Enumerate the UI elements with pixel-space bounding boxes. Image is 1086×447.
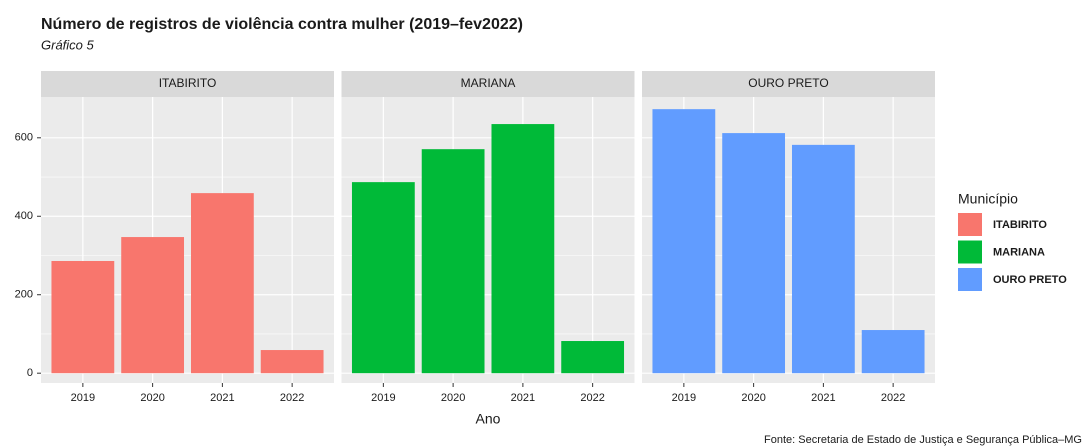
x-tick-label: 2019 (371, 392, 395, 404)
x-tick-label: 2022 (881, 392, 905, 404)
y-tick-label: 200 (15, 289, 33, 301)
y-tick-label: 600 (15, 132, 33, 144)
x-tick-label: 2020 (140, 392, 164, 404)
legend-label: MARIANA (993, 246, 1045, 258)
legend-label: ITABIRITO (993, 219, 1047, 231)
bar (491, 124, 555, 374)
bar (51, 260, 115, 374)
x-tick-label: 2021 (210, 392, 234, 404)
legend-key (958, 268, 982, 291)
x-tick-label: 2019 (672, 392, 696, 404)
caption: Fonte: Secretaria de Estado de Justiça e… (764, 434, 1082, 446)
legend-label: OURO PRETO (993, 274, 1067, 286)
facet-label: ITABIRITO (159, 76, 217, 90)
strip (341, 71, 635, 97)
bar (791, 144, 855, 374)
x-tick-label: 2020 (741, 392, 765, 404)
strip (642, 71, 935, 97)
x-tick-label: 2021 (511, 392, 535, 404)
bar (652, 109, 716, 374)
y-tick-label: 0 (27, 367, 33, 379)
facet-label: MARIANA (461, 76, 516, 90)
legend-key (958, 240, 982, 264)
chart-title: Número de registros de violência contra … (41, 16, 523, 33)
x-tick-label: 2022 (280, 392, 304, 404)
legend-key (958, 213, 982, 236)
chart-subtitle: Gráfico 5 (41, 37, 95, 52)
x-tick-label: 2022 (580, 392, 604, 404)
bar (121, 237, 185, 374)
x-tick-label: 2020 (441, 392, 465, 404)
y-tick-label: 400 (15, 210, 33, 222)
bar (260, 350, 324, 374)
bar (351, 182, 415, 374)
bar (861, 330, 925, 374)
legend-title: Município (958, 191, 1018, 207)
bar (190, 193, 254, 374)
facet-label: OURO PRETO (748, 76, 828, 90)
x-axis-label: Ano (476, 411, 501, 427)
x-tick-label: 2019 (71, 392, 95, 404)
bar (561, 341, 625, 374)
bar (722, 133, 786, 374)
strip (41, 71, 334, 97)
bar (421, 149, 485, 374)
x-tick-label: 2021 (811, 392, 835, 404)
